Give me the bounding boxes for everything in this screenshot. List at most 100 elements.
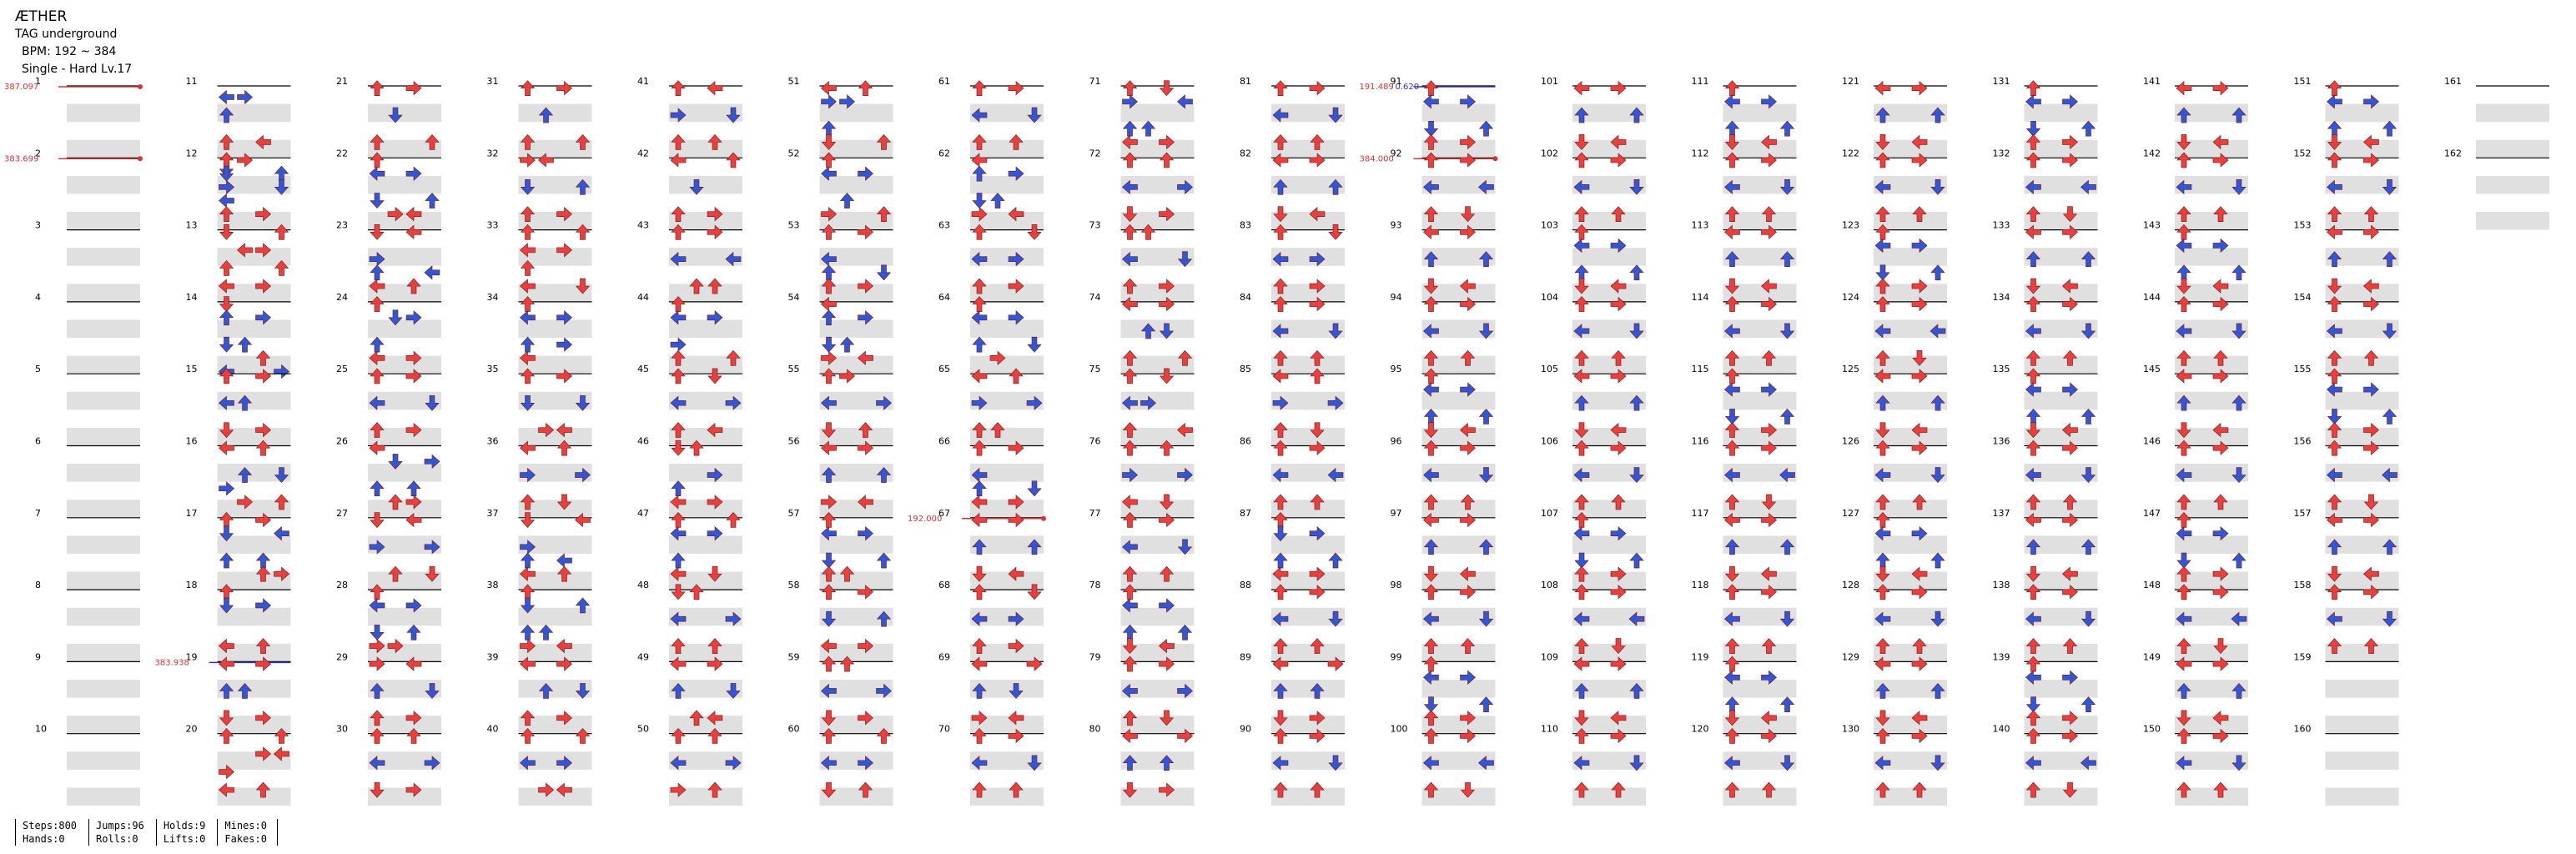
arrow-right-icon <box>821 350 837 365</box>
beat-band <box>669 427 742 446</box>
arrow-down-icon <box>388 454 403 470</box>
measure-number: 25 <box>336 364 348 374</box>
difficulty-label: Single - Hard Lv.17 <box>22 63 133 76</box>
arrow-left-icon <box>2176 179 2192 195</box>
measure-number: 150 <box>2143 724 2161 735</box>
arrow-up-icon <box>1423 408 1439 424</box>
arrow-up-icon <box>2327 80 2342 96</box>
bpm-change-marker <box>1041 515 1046 521</box>
stat-hands: Hands:0 <box>23 833 65 845</box>
beat-band <box>2325 535 2399 554</box>
beat-band <box>669 464 742 482</box>
beat-band <box>368 284 441 302</box>
measure-number: 122 <box>1842 148 1859 158</box>
arrow-left-icon <box>2363 279 2379 294</box>
beat-band <box>819 607 893 626</box>
arrow-right-icon <box>876 683 892 699</box>
arrow-up-icon <box>1423 727 1439 744</box>
arrow-right-icon <box>1309 251 1326 267</box>
arrow-up-icon <box>2176 781 2191 798</box>
beat-band <box>1874 571 1947 590</box>
arrow-up-icon <box>2176 264 2191 281</box>
arrow-up-icon <box>1875 349 1890 366</box>
measure-number: 28 <box>336 580 348 590</box>
arrow-down-icon <box>1423 565 1439 582</box>
arrow-down-icon <box>2176 710 2191 726</box>
arrow-down-icon <box>1930 610 1945 627</box>
beat-band <box>970 716 1044 734</box>
arrow-up-icon <box>219 727 234 744</box>
arrow-down-icon <box>821 336 837 353</box>
arrow-right-icon <box>219 764 234 780</box>
beat-band <box>1723 607 1797 626</box>
arrow-down-icon <box>1875 264 1890 281</box>
measure-number: 8 <box>35 580 41 590</box>
measure-number: 152 <box>2294 148 2312 158</box>
beat-band <box>970 571 1044 590</box>
beat-band <box>1874 535 1947 554</box>
arrow-up-icon <box>2327 638 2342 654</box>
arrow-right-icon <box>2062 296 2078 312</box>
arrow-right-icon <box>1159 782 1175 797</box>
arrow-up-icon <box>1761 781 1777 798</box>
beat-band <box>2024 500 2098 518</box>
measure-number: 62 <box>938 148 950 158</box>
arrow-up-icon <box>1574 584 1589 600</box>
arrow-down-icon <box>972 565 987 582</box>
arrow-down-icon <box>2327 278 2342 294</box>
beat-band <box>518 500 592 518</box>
arrow-left-icon <box>670 310 687 325</box>
arrow-left-icon <box>1724 382 1740 397</box>
song-title: ÆTHER <box>15 8 68 25</box>
beat-band <box>1874 679 1947 698</box>
measure-number: 151 <box>2294 76 2312 87</box>
arrow-up-icon <box>1159 755 1175 771</box>
arrow-up-icon <box>556 565 572 582</box>
arrow-up-icon <box>1273 278 1288 294</box>
measure-number: 90 <box>1240 724 1251 735</box>
arrow-down-icon <box>219 597 234 614</box>
arrow-up-icon <box>1611 494 1626 510</box>
arrow-up-icon <box>2025 133 2041 150</box>
arrow-right-icon <box>1309 279 1326 294</box>
beat-band <box>669 571 742 590</box>
arrow-up-icon <box>1574 107 1589 123</box>
beat-band <box>368 427 441 446</box>
arrow-right-icon <box>2363 296 2379 312</box>
arrow-up-icon <box>1761 638 1777 654</box>
measure-number: 93 <box>1391 220 1402 231</box>
arrow-left-icon <box>1761 279 1777 294</box>
measure-number: 77 <box>1089 508 1101 519</box>
arrow-right-icon <box>1911 440 1928 455</box>
arrow-left-icon <box>1122 251 1138 267</box>
arrow-left-icon <box>1911 134 1928 150</box>
arrow-up-icon <box>425 193 440 208</box>
stat-lifts: Lifts:0 <box>163 833 206 845</box>
arrow-down-icon <box>1724 565 1740 582</box>
arrow-up-icon <box>370 133 385 150</box>
arrow-up-icon <box>2213 781 2228 798</box>
arrow-right-icon <box>707 310 723 325</box>
arrow-left-icon <box>670 395 687 410</box>
arrow-right-icon <box>1008 166 1024 181</box>
arrow-right-icon <box>707 526 723 541</box>
beat-band <box>368 643 441 662</box>
arrow-right-icon <box>1610 153 1627 168</box>
arrow-up-icon <box>274 727 289 744</box>
arrow-right-icon <box>1159 279 1175 294</box>
arrow-left-icon <box>219 782 234 797</box>
beat-band <box>1723 248 1797 266</box>
arrow-up-icon <box>2327 494 2342 510</box>
arrow-up-icon <box>1122 565 1138 582</box>
beat-band <box>518 716 592 734</box>
arrow-up-icon <box>876 467 892 483</box>
beat-band <box>217 248 291 266</box>
arrow-right-icon <box>1026 395 1043 410</box>
beat-band <box>1874 355 1947 374</box>
arrow-up-icon <box>1930 107 1945 123</box>
measure-number: 115 <box>1692 364 1709 374</box>
arrow-right-icon <box>2212 566 2229 581</box>
beat-band <box>1120 248 1195 266</box>
beat-band <box>669 535 742 554</box>
measure-number: 69 <box>938 651 950 662</box>
